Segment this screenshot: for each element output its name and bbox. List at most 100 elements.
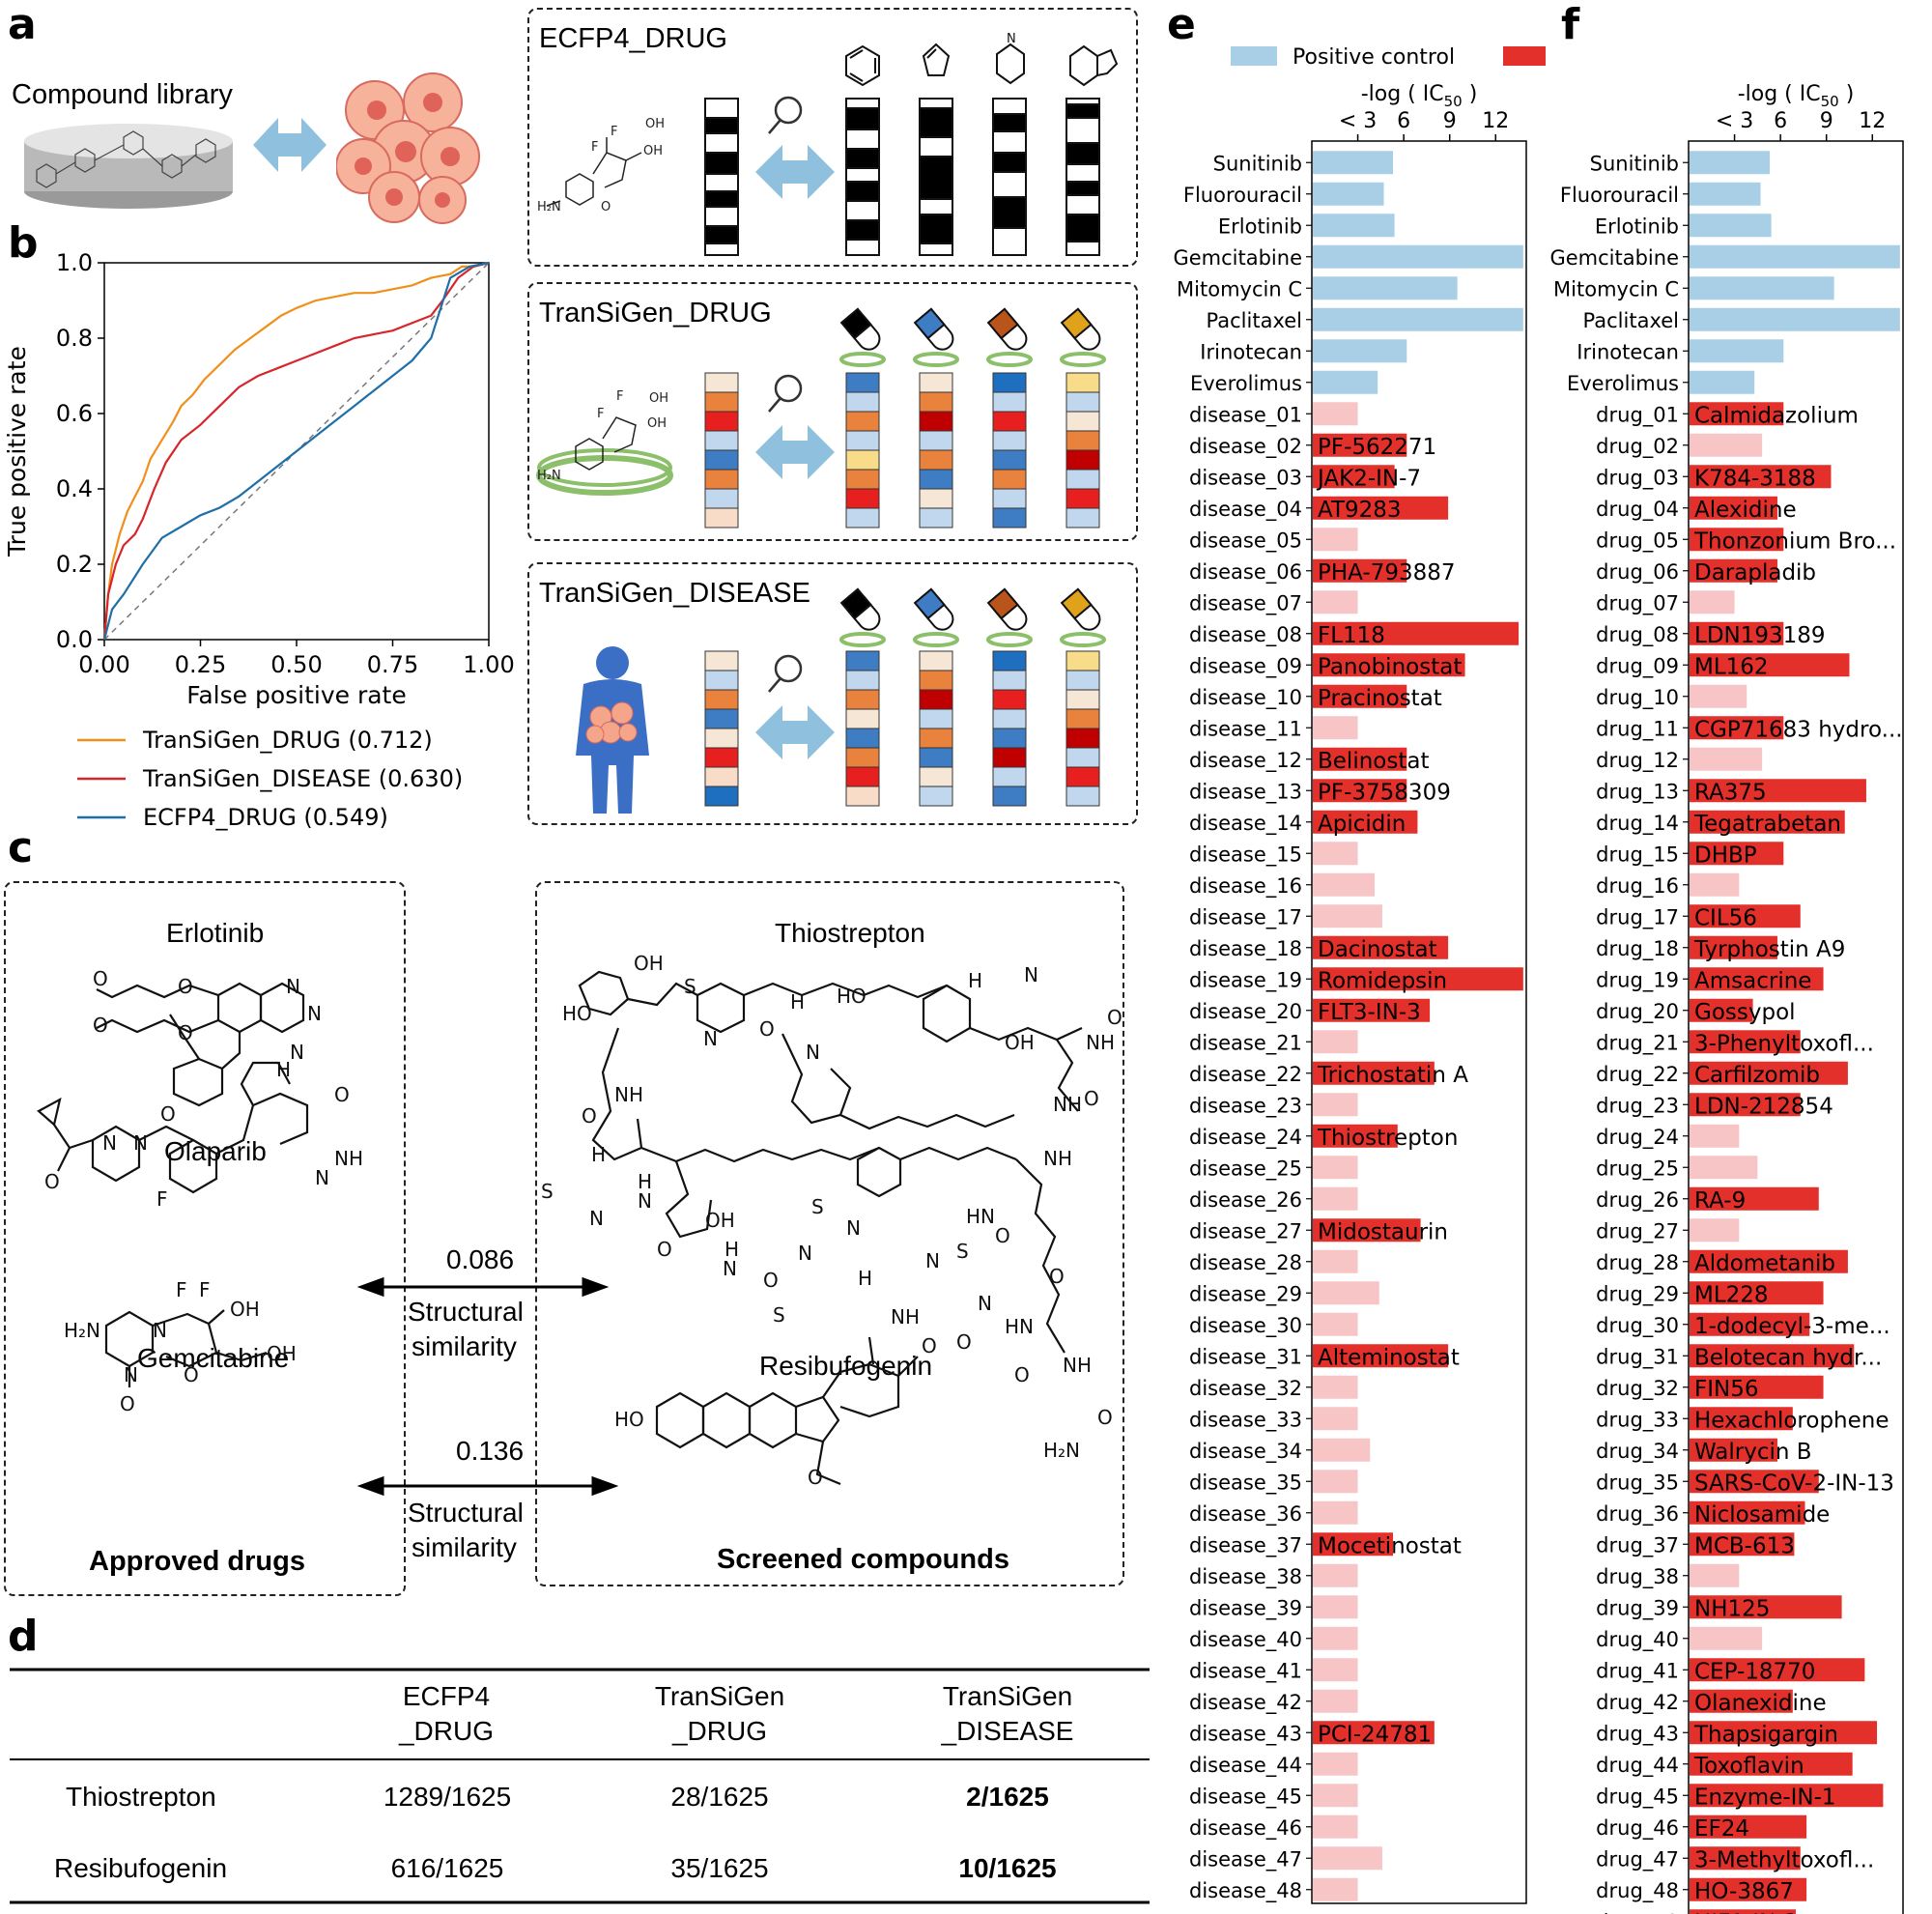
bar-disease_15 <box>1313 842 1358 866</box>
category-label: drug_31 <box>1596 1345 1679 1369</box>
category-label: drug_05 <box>1596 528 1679 553</box>
bar-drug_19 <box>1690 967 1824 991</box>
category-label: Erlotinib <box>1595 214 1679 238</box>
bar-annotation: 1-dodecyl-3-me... <box>1694 1314 1890 1339</box>
svg-text:S: S <box>684 975 696 998</box>
svg-text:H₂N: H₂N <box>537 200 561 214</box>
svg-text:O: O <box>1014 1363 1030 1386</box>
panel-label-d: d <box>8 1612 39 1661</box>
bar-annotation: Walrycin B <box>1694 1440 1812 1465</box>
svg-text:O: O <box>1097 1406 1113 1429</box>
category-label: drug_16 <box>1596 874 1679 899</box>
category-label: disease_36 <box>1189 1502 1302 1527</box>
category-label: drug_40 <box>1596 1628 1679 1652</box>
bar-disease_46 <box>1313 1814 1358 1839</box>
category-label: drug_30 <box>1596 1314 1679 1338</box>
bar-drug_06 <box>1690 558 1777 583</box>
approved-drugs-box <box>4 881 406 1596</box>
bar-drug_21 <box>1690 1030 1801 1054</box>
bar-disease_04 <box>1313 496 1449 520</box>
category-label: Everolimus <box>1567 372 1679 395</box>
xtick-label: 6 <box>1397 109 1410 133</box>
category-label: Sunitinib <box>1590 152 1679 175</box>
bar-chart-e: Positive control<10 μM>10 μM-log ( IC50 … <box>1173 45 1546 1904</box>
bar-drug_48 <box>1690 1877 1807 1901</box>
bar-disease_22 <box>1313 1061 1435 1085</box>
svg-text:F: F <box>176 1278 187 1301</box>
category-label: drug_46 <box>1596 1816 1679 1841</box>
svg-text:O: O <box>93 967 108 990</box>
bar-annotation: Thapsigargin <box>1693 1722 1838 1747</box>
svg-text:O: O <box>178 975 193 998</box>
category-label: drug_14 <box>1596 812 1679 836</box>
bar-annotation: MCB-613 <box>1694 1533 1795 1558</box>
category-label: disease_18 <box>1189 937 1302 961</box>
bar-drug_25 <box>1690 1156 1758 1180</box>
bar-disease_19 <box>1313 967 1523 991</box>
svg-text:H: H <box>276 1058 291 1081</box>
bar-drug_12 <box>1690 747 1763 771</box>
bar-disease_28 <box>1313 1249 1358 1273</box>
bar-annotation: Tegatrabetan <box>1693 812 1841 837</box>
category-label: disease_03 <box>1189 466 1302 490</box>
category-label: disease_06 <box>1189 560 1302 585</box>
bar-disease_31 <box>1313 1344 1449 1368</box>
bar-annotation: RA-9 <box>1694 1188 1746 1214</box>
svg-text:O: O <box>763 1269 779 1292</box>
svg-text:H: H <box>591 1143 606 1166</box>
bar-drug_29 <box>1690 1281 1824 1305</box>
bar-annotation: SARS-CoV-2-IN-13 <box>1694 1471 1894 1496</box>
category-label: drug_11 <box>1596 717 1679 741</box>
bar-disease_09 <box>1313 653 1465 677</box>
roc-ytick-label: 0.8 <box>56 325 93 352</box>
svg-text:O: O <box>1107 1006 1122 1029</box>
category-label: disease_37 <box>1189 1533 1302 1557</box>
bar-drug_28 <box>1690 1249 1848 1273</box>
bar-annotation: ML162 <box>1694 654 1769 679</box>
bar-Sunitinib <box>1690 151 1771 175</box>
bar-Erlotinib <box>1690 214 1772 238</box>
bar-Paclitaxel <box>1690 307 1900 331</box>
category-label: drug_09 <box>1596 654 1679 678</box>
svg-text:H₂N: H₂N <box>1043 1439 1080 1462</box>
row-thiostrepton-drug: 28/1625 <box>670 1782 769 1812</box>
bar-Erlotinib <box>1313 214 1395 238</box>
bar-disease_36 <box>1313 1500 1358 1525</box>
transigen-drug-title: TranSiGen_DRUG <box>539 298 772 329</box>
svg-text:F: F <box>611 125 617 139</box>
bar-drug_31 <box>1690 1344 1855 1368</box>
bar-disease_07 <box>1313 590 1358 614</box>
svg-text:OH: OH <box>643 144 663 158</box>
xtick-label: 6 <box>1774 109 1787 133</box>
category-label: drug_32 <box>1596 1377 1679 1401</box>
bar-annotation: CEP-18770 <box>1694 1659 1815 1684</box>
category-label: drug_17 <box>1596 905 1679 929</box>
similarity-label-1b: similarity <box>412 1331 517 1361</box>
bar-annotation: Belotecan hydr... <box>1694 1345 1882 1370</box>
bar-Irinotecan <box>1313 339 1407 363</box>
svg-text:HN: HN <box>966 1205 995 1228</box>
category-label: Gemcitabine <box>1549 246 1679 270</box>
svg-text:O: O <box>582 1104 597 1128</box>
svg-text:NH: NH <box>1086 1031 1115 1054</box>
bar-annotation: Olanexidine <box>1694 1691 1827 1716</box>
transigen-drug-box: TranSiGen_DRUG <box>527 282 1138 541</box>
bar-annotation: NH125 <box>1694 1596 1770 1621</box>
cell-cluster-icon <box>336 72 480 224</box>
similarity-value-2: 0.136 <box>456 1436 525 1466</box>
category-label: disease_12 <box>1189 749 1302 773</box>
category-label: disease_16 <box>1189 874 1302 899</box>
category-label: drug_12 <box>1596 749 1679 773</box>
bar-annotation: Thiostrepton <box>1317 1126 1458 1151</box>
svg-text:F: F <box>616 389 623 404</box>
axis-title: -log ( IC50 ) <box>1738 82 1855 110</box>
category-label: disease_07 <box>1189 591 1302 615</box>
row-resibufogenin-disease: 10/1625 <box>958 1853 1057 1883</box>
bar-annotation: Toxoflavin <box>1693 1754 1804 1779</box>
xtick-label: < 3 <box>1339 109 1377 133</box>
bar-drug_03 <box>1690 465 1832 489</box>
category-label: disease_43 <box>1189 1722 1302 1746</box>
legend-label: Positive control <box>1293 45 1455 70</box>
bar-Mitomycin C <box>1690 276 1834 300</box>
bar-drug_08 <box>1690 621 1784 645</box>
